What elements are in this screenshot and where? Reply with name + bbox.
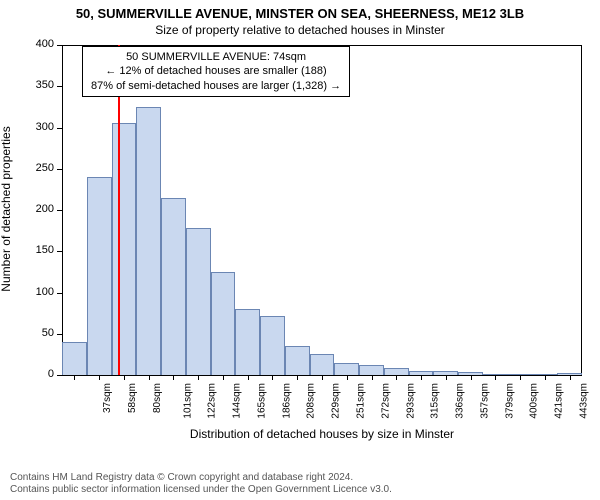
x-tick-label: 443sqm: [578, 383, 589, 419]
x-tick-label: 400sqm: [529, 383, 540, 419]
x-tick-label: 336sqm: [455, 383, 466, 419]
x-tick-label: 229sqm: [331, 383, 342, 419]
x-tick-label: 272sqm: [380, 383, 391, 419]
histogram-bar: [87, 177, 112, 375]
title-sub: Size of property relative to detached ho…: [0, 21, 600, 37]
x-axis-label: Distribution of detached houses by size …: [62, 427, 582, 441]
histogram-bar: [384, 368, 409, 375]
x-tick-label: 379sqm: [504, 383, 515, 419]
histogram-bar: [161, 198, 186, 375]
x-tick-label: 208sqm: [306, 383, 317, 419]
annotation-line-2: ← 12% of detached houses are smaller (18…: [91, 64, 341, 78]
x-tick-label: 101sqm: [182, 383, 193, 419]
x-tick-label: 37sqm: [102, 383, 113, 413]
histogram-bar: [136, 107, 161, 375]
histogram-bar: [186, 228, 211, 375]
histogram-bar: [211, 272, 236, 375]
y-tick-label: 300: [24, 121, 54, 133]
y-tick-label: 350: [24, 79, 54, 91]
y-tick-label: 250: [24, 162, 54, 174]
x-tick-label: 251sqm: [356, 383, 367, 419]
x-tick-label: 293sqm: [405, 383, 416, 419]
histogram-bar: [112, 123, 137, 375]
histogram-bar: [260, 316, 285, 375]
annotation-line-3: 87% of semi-detached houses are larger (…: [91, 79, 341, 93]
y-tick-label: 0: [24, 368, 54, 380]
x-tick-label: 315sqm: [430, 383, 441, 419]
histogram-bar: [235, 309, 260, 375]
y-tick-label: 50: [24, 327, 54, 339]
histogram-bar: [334, 363, 359, 375]
annotation-line-1: 50 SUMMERVILLE AVENUE: 74sqm: [91, 50, 341, 64]
x-tick-label: 122sqm: [207, 383, 218, 419]
y-axis-label: Number of detached properties: [0, 119, 13, 299]
histogram-bar: [359, 365, 384, 375]
y-tick-label: 100: [24, 286, 54, 298]
y-tick-label: 200: [24, 203, 54, 215]
x-tick-label: 421sqm: [554, 383, 565, 419]
chart-container: 50, SUMMERVILLE AVENUE, MINSTER ON SEA, …: [0, 0, 600, 500]
y-tick-label: 150: [24, 244, 54, 256]
x-tick-label: 357sqm: [479, 383, 490, 419]
histogram-bar: [285, 346, 310, 375]
footer-line-2: Contains public sector information licen…: [10, 484, 392, 496]
title-main: 50, SUMMERVILLE AVENUE, MINSTER ON SEA, …: [0, 0, 600, 21]
footer-text: Contains HM Land Registry data © Crown c…: [10, 472, 392, 496]
annotation-box: 50 SUMMERVILLE AVENUE: 74sqm ← 12% of de…: [82, 46, 350, 97]
x-tick-label: 80sqm: [152, 383, 163, 413]
x-tick-label: 58sqm: [127, 383, 138, 413]
x-tick-label: 165sqm: [257, 383, 268, 419]
histogram-bar: [62, 342, 87, 375]
x-tick-label: 144sqm: [232, 383, 243, 419]
footer-line-1: Contains HM Land Registry data © Crown c…: [10, 472, 392, 484]
x-tick-label: 186sqm: [281, 383, 292, 419]
histogram-bar: [310, 354, 335, 375]
y-tick-label: 400: [24, 38, 54, 50]
